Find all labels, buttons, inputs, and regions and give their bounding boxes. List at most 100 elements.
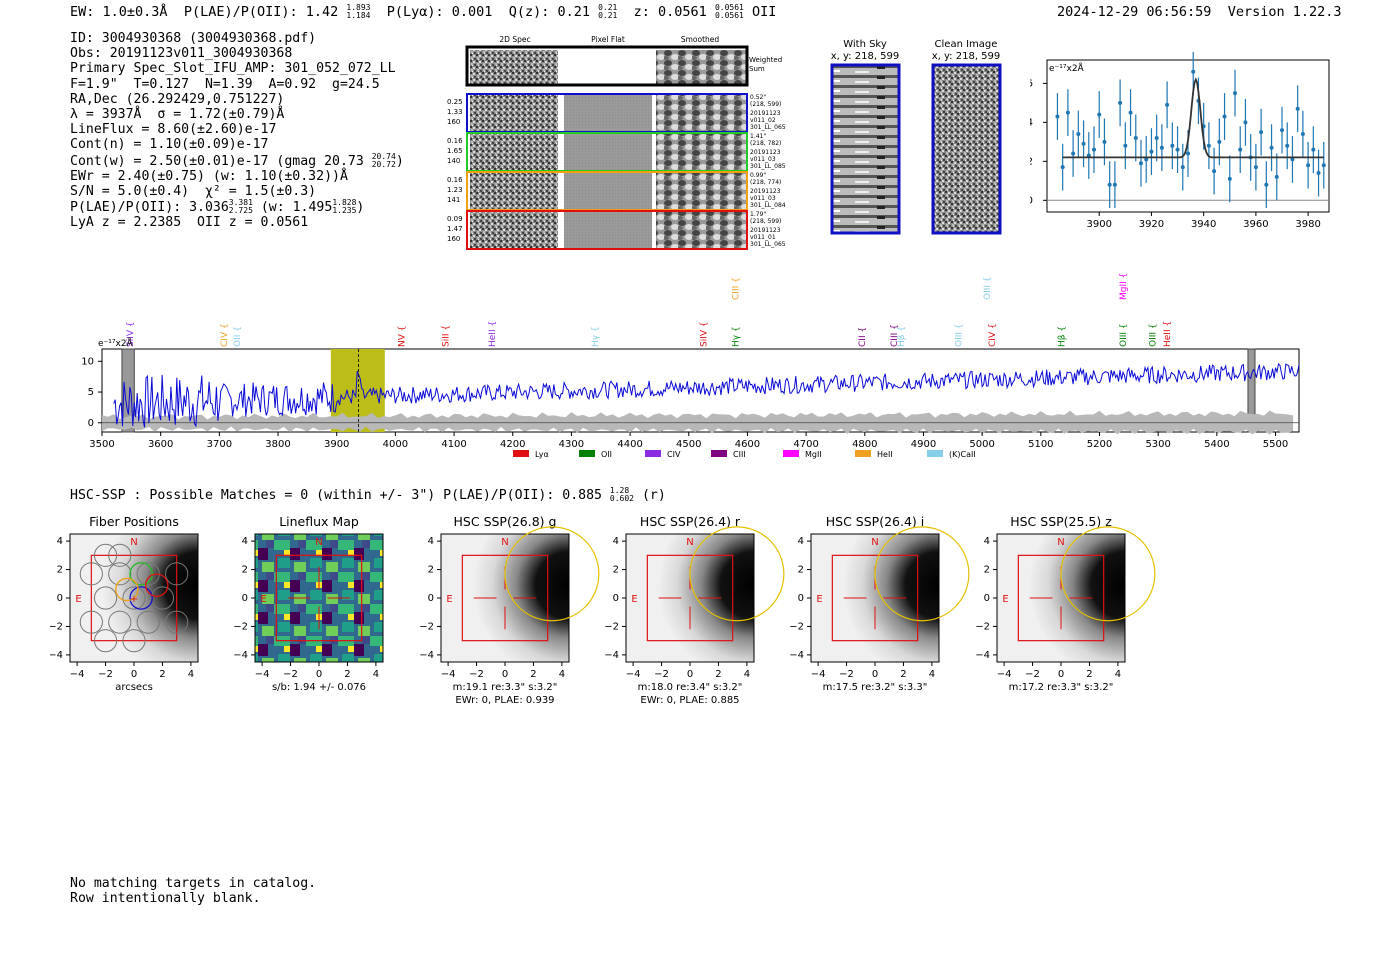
spectrum-flux-line [113,362,1300,428]
north-label: N [315,537,322,548]
footer-line2: Row intentionally blank. [70,891,261,906]
cutout-amp: 301_LL_085 [750,163,786,170]
panel-ytick-label: 0 [798,593,804,604]
fit-data-point [1191,69,1196,74]
legend-label: (K)CaII [949,450,976,459]
fiber-circle [108,610,132,634]
fit-data-point [1238,147,1243,152]
cutout-xy: (218, 599) [750,218,781,225]
info-contn: Cont(n) = 1.10(±0.09)e-17 [70,137,269,153]
cutout-exp: v011_03 [750,195,776,202]
fiber-circle [136,610,160,634]
weighted-sum-row: Weighted Sum [465,45,782,87]
panel-xtick-label: 2 [715,669,721,680]
fit-data-point [1300,132,1305,137]
panel-ytick-label: 4 [242,536,248,547]
galaxy-ellipse [1060,526,1156,622]
fit-data-point [1306,163,1311,168]
panel-title: Fiber Positions [89,514,179,529]
panel-ytick-label: 0 [242,593,248,604]
east-label: E [446,594,452,605]
cutout-xy: (218, 774) [750,179,781,186]
panel-xtick-label: −2 [839,669,854,680]
cutout-v2: 1.65 [447,147,463,155]
hsc-summary: HSC-SSP : Possible Matches = 0 (within +… [70,486,666,504]
spectrum-xtick-label: 3600 [148,439,173,450]
spectrum-line-label: OIII { [1119,323,1129,347]
panel-xtick-label: −2 [1025,669,1040,680]
cutout-smoothed [656,95,748,131]
panel-xtick-label: 2 [530,669,536,680]
cutout-panel: 2D Spec Pixel Flat Smoothed Weighted Sum… [447,35,786,250]
info-contw-row: Cont(w) = 2.50(±0.01)e-17 (gmag 20.73 20… [70,151,404,169]
fit-data-point [1076,132,1081,137]
fit-data-point [1123,143,1128,148]
header-summary: EW: 1.0±0.3Å P(LAE)/P(OII): 1.42 1.893 1.… [70,4,776,21]
z-lo: 0.0561 [714,11,744,20]
fiber-circle [122,629,146,653]
hsc-lo: 0.602 [609,494,634,503]
col-smooth-label: Smoothed [681,35,720,44]
hsc-hi: 1.28 [609,486,630,495]
fiber-circle [150,586,175,610]
panel-xtick-label: −4 [997,669,1012,680]
fiber-circle [165,610,189,634]
fit-data-point [1274,174,1279,179]
cutout-2d-spec [470,95,558,131]
fiber-circle [108,562,132,586]
fit-data-point [1280,128,1284,133]
info-plae-hi: 3.381 [228,198,253,208]
info-ewr: EWr = 2.40(±0.75) (w: 1.10(±0.32))Å [70,168,348,184]
datetime: 2024-12-29 06:56:59 [1057,4,1212,20]
spectrum-xtick-label: 4800 [852,439,877,450]
spectrum-line-label: NV { [397,326,407,347]
cutout-v3: 160 [447,235,460,243]
panel-xtick-label: 0 [872,669,878,680]
aperture-box [831,554,919,642]
plya-value: P(Lyα): 0.001 [386,4,493,20]
panel-xtick-label: −2 [654,669,669,680]
spectrum-line-label: Hβ { [897,326,907,347]
panel-ytick-label: −4 [604,650,619,661]
panel-ytick-label: 2 [798,565,804,576]
fit-data-point [1071,151,1076,156]
spectrum-xtick-label: 4000 [383,439,408,450]
panel-xtick-label: 2 [344,669,350,680]
fit-data-point [1295,106,1300,111]
spectrum-xtick-label: 3800 [265,439,290,450]
fit-data-point [1222,114,1227,119]
panel-ytick-label: −4 [50,650,63,661]
fit-data-point [1170,143,1175,148]
info-fiber: F=1.9" T=0.127 N=1.39 A=0.92 g=24.5 [70,76,380,92]
fit-data-point [1154,135,1159,140]
cutout-v3: 160 [447,118,460,126]
panel-xtick-label: −4 [626,669,641,680]
cutout-dist: 1.41" [750,133,766,140]
panel-image [810,533,940,663]
spectrum-line-label: CIV { [988,323,998,347]
info-obs: Obs: 20191123v011_3004930368 [70,46,293,62]
clean-image [931,63,1002,235]
panel-ytick-label: −4 [419,650,434,661]
panel-ytick-label: 4 [613,536,619,547]
legend-swatch [711,450,727,457]
spectrum-line-label: CII { [858,327,868,347]
fit-data-point [1081,141,1086,146]
cutout-v2: 1.33 [447,108,463,116]
fit-data-point [1212,169,1217,174]
panel-title: Lineflux Map [279,514,359,529]
panel-xtick-label: 4 [744,669,750,680]
cutout-v1: 0.16 [447,176,463,184]
fiber-circle [93,543,118,567]
weighted-label: Weighted [749,56,782,64]
spectrum-line-label: CIII { [890,324,900,347]
panel-title: HSC SSP(26.4) i [826,514,924,529]
spectrum-line-label: OIII { [983,276,993,300]
qz-lo: 0.21 [598,11,618,20]
fit-data-point [1144,157,1149,162]
info-sn: S/N = 5.0(±0.4) χ² = 1.5(±0.3) [70,184,317,200]
cutout-amp: 301_LL_065 [750,241,786,248]
gmag-lo: 20.72 [371,159,396,169]
